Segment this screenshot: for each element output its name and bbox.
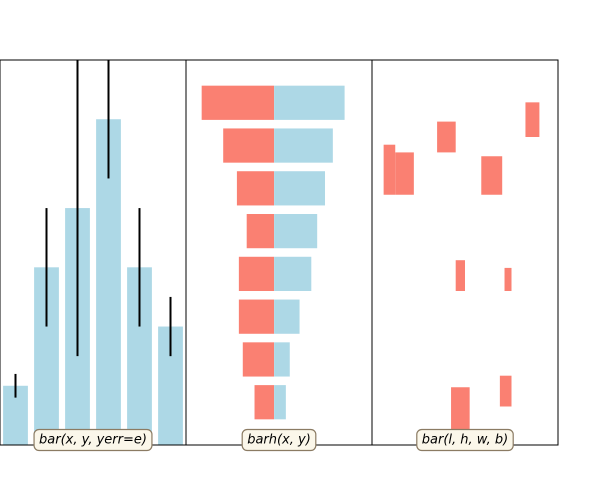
panel-bar-lhwb-label: bar(l, h, w, b) bbox=[422, 433, 508, 448]
barh-left bbox=[238, 299, 275, 334]
barh-left bbox=[246, 214, 275, 249]
barh-left bbox=[236, 171, 275, 206]
panel-bar-yerr: bar(x, y, yerr=e) bbox=[0, 59, 187, 452]
barh-left bbox=[238, 256, 275, 291]
floating-bar bbox=[525, 102, 540, 137]
floating-bar bbox=[395, 152, 414, 195]
barh-left bbox=[242, 342, 275, 377]
barh-right bbox=[274, 128, 333, 163]
panel-bar-lhwb-label-background bbox=[416, 428, 514, 452]
barh-right bbox=[274, 85, 345, 120]
barh-right bbox=[274, 256, 312, 291]
barh-left bbox=[254, 385, 275, 420]
panel-bar-lhwb: bar(l, h, w, b) bbox=[371, 59, 559, 452]
barh-right bbox=[274, 385, 286, 420]
panel-bar-lhwb-label-box: bar(l, h, w, b) bbox=[416, 428, 514, 452]
panel-barh-marks bbox=[201, 85, 345, 420]
barh-right bbox=[274, 299, 300, 334]
panel-bar-yerr-label-background bbox=[33, 428, 153, 452]
barh-right bbox=[274, 214, 318, 249]
barh-right bbox=[274, 171, 326, 206]
floating-bar bbox=[383, 144, 396, 195]
panel-barh: barh(x, y) bbox=[185, 59, 373, 452]
barh-right bbox=[274, 342, 290, 377]
panel-bar-lhwb-marks bbox=[383, 102, 540, 445]
barh-left bbox=[201, 85, 275, 120]
floating-bar bbox=[437, 121, 456, 153]
panel-bar-yerr-marks bbox=[3, 60, 183, 445]
panel-barh-label: barh(x, y) bbox=[247, 433, 311, 448]
floating-bar bbox=[499, 375, 512, 407]
panel-bar-yerr-label-box: bar(x, y, yerr=e) bbox=[33, 428, 153, 452]
floating-bar bbox=[455, 260, 465, 291]
floating-bar bbox=[504, 267, 512, 291]
barh-left bbox=[223, 128, 275, 163]
panel-barh-label-background bbox=[241, 428, 317, 452]
panel-bar-yerr-label: bar(x, y, yerr=e) bbox=[39, 433, 147, 448]
panel-barh-label-box: barh(x, y) bbox=[241, 428, 317, 452]
floating-bar bbox=[481, 156, 503, 195]
